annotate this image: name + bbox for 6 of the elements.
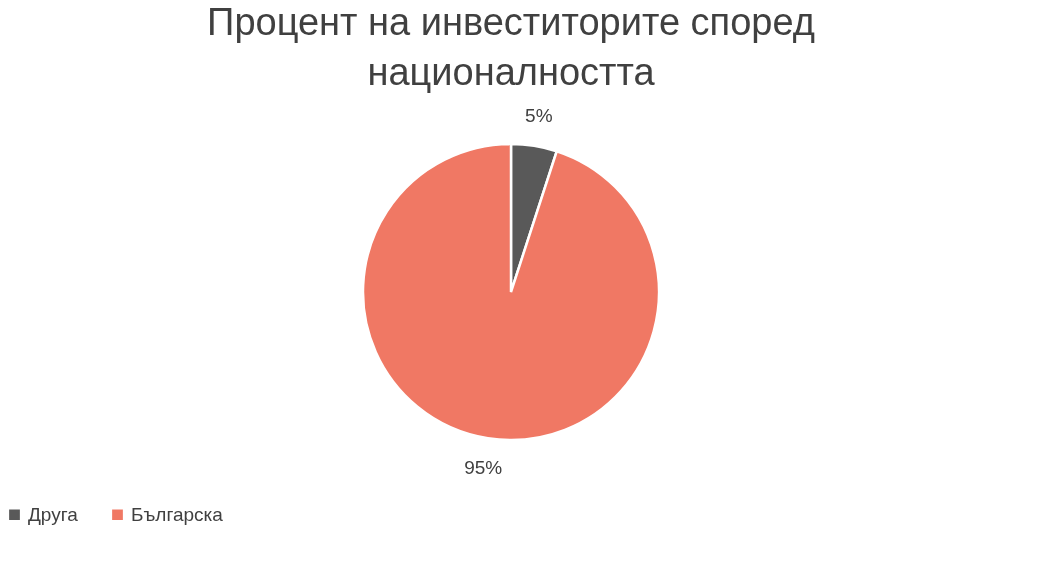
legend-label: Друга: [28, 503, 79, 525]
data-label: 5%: [525, 105, 553, 127]
data-label: 95%: [464, 456, 503, 478]
pie-slice: [361, 142, 661, 442]
chart-title: Процент на инвеститорите според националността: [207, 1, 815, 93]
legend-label: Българска: [131, 503, 224, 525]
